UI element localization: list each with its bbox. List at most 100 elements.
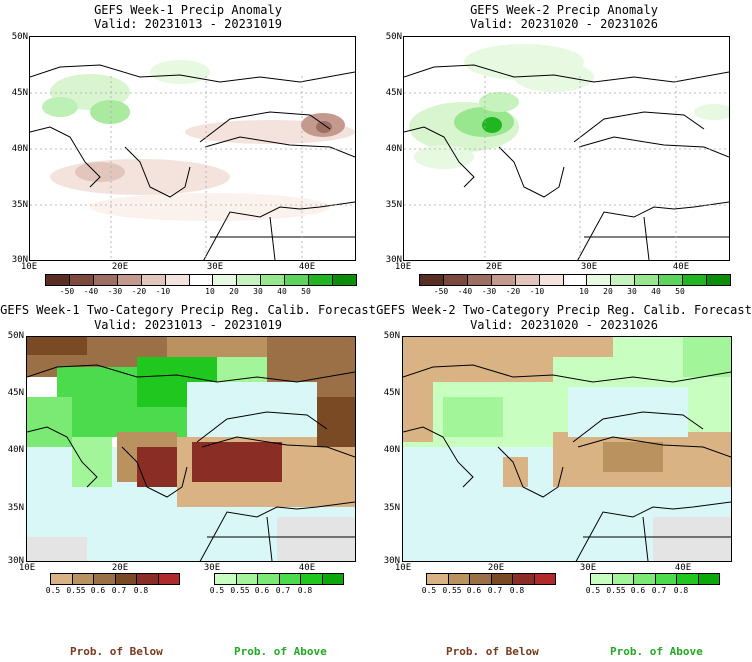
lat-label: 35N [11, 200, 28, 210]
colorbar-tick: 50 [301, 287, 311, 296]
colorbar-tick: -10 [155, 287, 171, 296]
panel-week2-probability: GEFS Week-2 Two-Category Precip Reg. Cal… [376, 300, 752, 662]
lat-label: 45N [11, 88, 28, 98]
map-probability-week1 [26, 336, 356, 562]
colorbar-tick: 0.7 [651, 586, 667, 595]
colorbar-tick: 10 [205, 287, 215, 296]
colorbar-tick: 0.55 [66, 586, 86, 595]
colorbar-tick: 30 [627, 287, 637, 296]
lat-label: 50N [385, 32, 402, 42]
lon-label: 30E [579, 563, 597, 573]
colorbar-tick: 0.55 [606, 586, 626, 595]
colorbar-tick: 30 [253, 287, 263, 296]
anomaly-colorbar [419, 274, 731, 286]
colorbar-tick: 0.55 [230, 586, 250, 595]
colorbar-tick: -20 [505, 287, 521, 296]
panel-valid-date: Valid: 20231013 - 20231019 [94, 17, 282, 31]
colorbar-tick: -50 [59, 287, 75, 296]
lon-label: 30E [203, 563, 221, 573]
panel-valid-date: Valid: 20231013 - 20231019 [94, 318, 282, 332]
panel-week2-anomaly: GEFS Week-2 Precip Anomaly Valid: 202310… [376, 0, 752, 300]
panel-week1-anomaly: GEFS Week-1 Precip Anomaly Valid: 202310… [0, 0, 376, 300]
lat-label: 30N [385, 255, 402, 265]
colorbar-tick: 10 [579, 287, 589, 296]
below-colorbar [426, 573, 556, 585]
colorbar-tick: -20 [131, 287, 147, 296]
lat-label: 35N [383, 503, 400, 513]
below-colorbar [50, 573, 180, 585]
lon-label: 20E [485, 262, 503, 272]
prob-above-label: Prob. of Above [234, 645, 327, 658]
lon-label: 10E [394, 262, 412, 272]
colorbar-tick: 0.5 [585, 586, 601, 595]
colorbar-tick: 0.7 [487, 586, 503, 595]
panel-valid-date: Valid: 20231020 - 20231026 [470, 17, 658, 31]
colorbar-tick: 0.7 [111, 586, 127, 595]
colorbar-tick: 0.6 [466, 586, 482, 595]
lat-label: 50N [11, 32, 28, 42]
prob-below-label: Prob. of Below [446, 645, 539, 658]
lat-label: 40N [383, 445, 400, 455]
lon-label: 40E [674, 563, 692, 573]
colorbar-tick: 50 [675, 287, 685, 296]
lat-label: 45N [385, 88, 402, 98]
lon-label: 30E [580, 262, 598, 272]
lon-label: 20E [487, 563, 505, 573]
colorbar-tick: -40 [457, 287, 473, 296]
lon-label: 30E [206, 262, 224, 272]
lat-label: 40N [385, 144, 402, 154]
above-colorbar [590, 573, 720, 585]
panel-title: GEFS Week-2 Precip Anomaly [470, 3, 658, 17]
colorbar-tick: 20 [603, 287, 613, 296]
lon-label: 40E [298, 262, 316, 272]
lat-label: 45N [7, 388, 24, 398]
colorbar-tick: -40 [83, 287, 99, 296]
colorbar-tick: 0.6 [630, 586, 646, 595]
lon-label: 40E [672, 262, 690, 272]
panel-week1-probability: GEFS Week-1 Two-Category Precip Reg. Cal… [0, 300, 376, 662]
panel-title: GEFS Week-2 Two-Category Precip Reg. Cal… [376, 303, 752, 317]
lon-label: 10E [394, 563, 412, 573]
prob-below-label: Prob. of Below [70, 645, 163, 658]
colorbar-tick: 0.5 [209, 586, 225, 595]
lat-label: 40N [11, 144, 28, 154]
lat-label: 50N [383, 331, 400, 341]
prob-above-label: Prob. of Above [610, 645, 703, 658]
panel-valid-date: Valid: 20231020 - 20231026 [470, 318, 658, 332]
lat-label: 45N [383, 388, 400, 398]
colorbar-tick: 0.8 [509, 586, 525, 595]
above-colorbar [214, 573, 344, 585]
colorbar-tick: -10 [529, 287, 545, 296]
colorbar-tick: 0.5 [45, 586, 61, 595]
lat-label: 50N [7, 331, 24, 341]
anomaly-colorbar [45, 274, 357, 286]
lon-label: 20E [111, 262, 129, 272]
lat-label: 35N [7, 503, 24, 513]
colorbar-tick: 0.8 [133, 586, 149, 595]
colorbar-tick: -30 [481, 287, 497, 296]
panel-title: GEFS Week-1 Two-Category Precip Reg. Cal… [0, 303, 376, 317]
colorbar-tick: 20 [229, 287, 239, 296]
colorbar-tick: 0.5 [421, 586, 437, 595]
colorbar-tick: 40 [277, 287, 287, 296]
lon-label: 10E [20, 262, 38, 272]
colorbar-tick: -50 [433, 287, 449, 296]
lat-label: 30N [383, 556, 400, 566]
colorbar-tick: 0.6 [254, 586, 270, 595]
colorbar-tick: 40 [651, 287, 661, 296]
lat-label: 35N [385, 200, 402, 210]
map-anomaly-week1 [29, 36, 356, 261]
lon-label: 10E [18, 563, 36, 573]
map-probability-week2 [402, 336, 732, 562]
colorbar-tick: 0.55 [442, 586, 462, 595]
colorbar-tick: 0.8 [297, 586, 313, 595]
lon-label: 40E [298, 563, 316, 573]
lon-label: 20E [111, 563, 129, 573]
lat-label: 30N [7, 556, 24, 566]
panel-title: GEFS Week-1 Precip Anomaly [94, 3, 282, 17]
colorbar-tick: 0.6 [90, 586, 106, 595]
colorbar-tick: -30 [107, 287, 123, 296]
lat-label: 40N [7, 445, 24, 455]
map-anomaly-week2 [403, 36, 730, 261]
lat-label: 30N [11, 255, 28, 265]
